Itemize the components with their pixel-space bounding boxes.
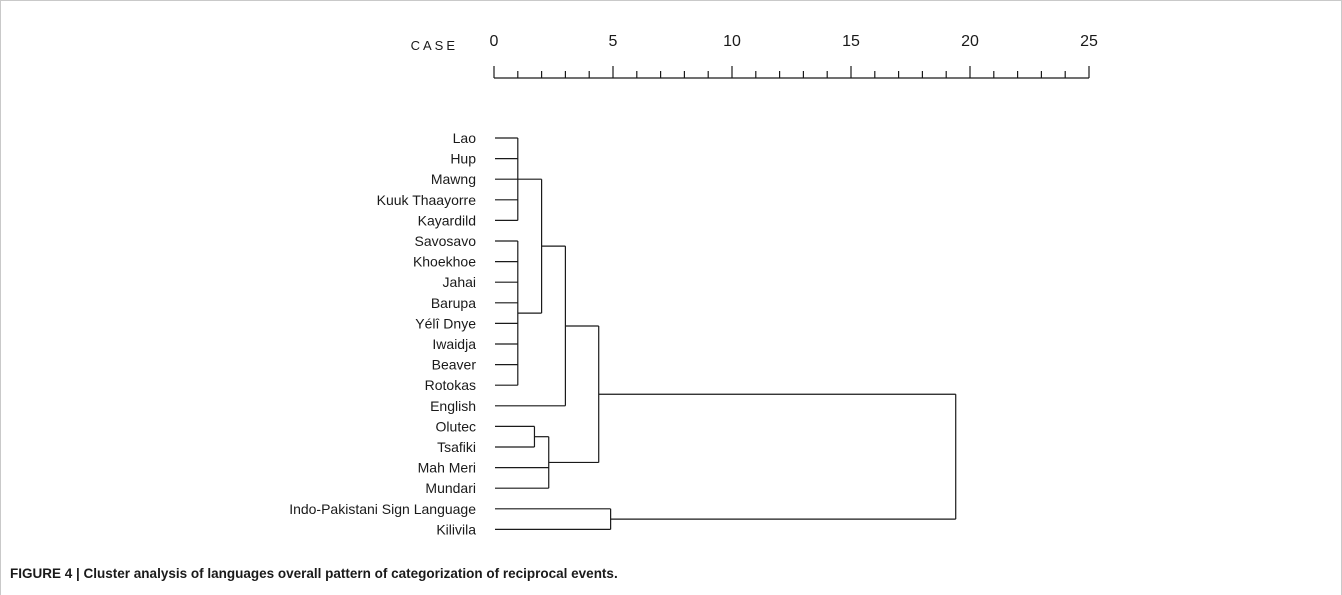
axis-tick-label: 0 — [490, 33, 499, 50]
leaf-label: Khoekhoe — [413, 254, 476, 270]
axis-tick-label: 25 — [1080, 33, 1098, 50]
leaf-label: Mah Meri — [418, 460, 476, 476]
leaf-label: Yélî Dnye — [415, 315, 476, 331]
leaf-label: Jahai — [443, 274, 476, 290]
leaf-label: Lao — [453, 130, 477, 146]
axis-tick-label: 15 — [842, 33, 860, 50]
leaf-label: Savosavo — [415, 233, 477, 249]
figure-caption: FIGURE 4 | Cluster analysis of languages… — [10, 566, 618, 581]
axis-label: CASE — [411, 38, 458, 53]
leaf-label: Beaver — [432, 357, 477, 373]
leaf-label: English — [430, 398, 476, 414]
leaf-label: Indo-Pakistani Sign Language — [289, 501, 476, 517]
leaf-label: Kilivila — [436, 521, 476, 537]
leaf-label: Rotokas — [425, 377, 476, 393]
leaf-label: Olutec — [436, 418, 476, 434]
dendrogram-chart: CASE 0 5 10 15 20 25 Lao Hup Mawng Kuuk Thaayorre K… — [289, 33, 1098, 537]
leaf-label: Hup — [450, 151, 476, 167]
axis-tick-label: 10 — [723, 33, 741, 50]
leaf-label: Kayardild — [418, 212, 476, 228]
axis-tick-label: 5 — [609, 33, 618, 50]
leaf-label: Kuuk Thaayorre — [377, 192, 477, 208]
leaf-label: Barupa — [431, 295, 476, 311]
leaf-label: Mundari — [425, 480, 476, 496]
leaf-label: Iwaidja — [432, 336, 476, 352]
leaf-label: Mawng — [431, 171, 476, 187]
axis-tick-label: 20 — [961, 33, 979, 50]
leaf-label: Tsafiki — [437, 439, 476, 455]
